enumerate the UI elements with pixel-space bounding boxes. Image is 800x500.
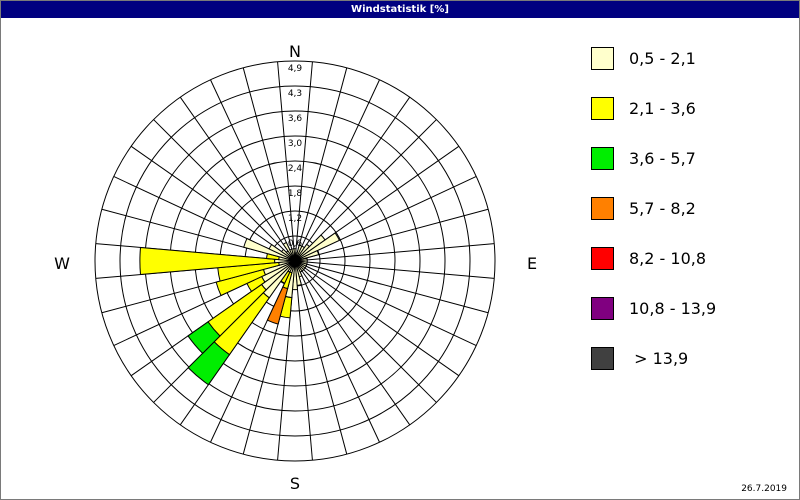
wind-sector-segment [291, 248, 296, 262]
legend-swatch [591, 147, 614, 170]
radial-tick-label: 1,2 [288, 214, 302, 224]
grid-spoke [179, 96, 296, 262]
wind-sectors [139, 232, 341, 386]
grid-spoke [277, 61, 296, 262]
legend-label: 2,1 - 3,6 [629, 99, 696, 118]
legend-swatch [591, 197, 614, 220]
wind-sector-segment [282, 241, 296, 262]
legend: 0,5 - 2,1 2,1 - 3,6 3,6 - 5,7 5,7 - 8,2 8,2 … [591, 47, 791, 397]
legend-item: 3,6 - 5,7 [591, 147, 791, 197]
grid-spoke [294, 260, 460, 377]
grid-spoke [294, 61, 313, 262]
legend-item: 2,1 - 3,6 [591, 97, 791, 147]
grid-spoke [294, 260, 380, 443]
compass-label-s: S [290, 474, 300, 493]
grid-spoke [294, 260, 411, 426]
grid-ring [119, 85, 471, 437]
grid-spoke [294, 260, 313, 461]
legend-swatch [591, 47, 614, 70]
grid-ring [94, 60, 496, 462]
legend-item: 0,5 - 2,1 [591, 47, 791, 97]
wind-sector-segment [294, 232, 341, 262]
legend-swatch [591, 297, 614, 320]
radial-tick-labels: 0,6 1,2 1,8 2,4 3,0 3,6 4,3 4,9 [288, 64, 303, 249]
compass-label-w: W [54, 254, 70, 273]
legend-label: > 13,9 [629, 349, 689, 368]
compass-label-n: N [289, 42, 301, 61]
grid-spoke [294, 243, 495, 262]
legend-label: 8,2 - 10,8 [629, 249, 707, 268]
legend-item: > 13,9 [591, 347, 791, 397]
radial-tick-label: 2,4 [288, 164, 303, 174]
compass-label-e: E [527, 254, 537, 273]
legend-label: 5,7 - 8,2 [629, 199, 696, 218]
legend-item: 10,8 - 13,9 [591, 297, 791, 347]
grid-spoke [294, 260, 477, 346]
grid-spoke [294, 96, 411, 262]
radial-tick-label: 4,3 [288, 89, 302, 99]
radial-tick-label: 1,8 [288, 189, 303, 199]
wind-sector-segment [215, 268, 267, 297]
date-label: 26.7.2019 [741, 484, 787, 494]
grid-spoke [294, 208, 489, 262]
wind-sector-segment [266, 286, 289, 325]
grid-spoke [130, 145, 296, 262]
grid-spoke [294, 260, 489, 314]
wind-sector-segment [139, 246, 276, 276]
radial-tick-label: 3,0 [288, 139, 303, 149]
grid-spoke [294, 260, 348, 455]
grid-spoke [153, 119, 296, 262]
radial-tick-label: 4,9 [288, 64, 303, 74]
compass-labels: N S E W [54, 42, 537, 493]
grid-spoke [210, 79, 296, 262]
wind-rose-chart: 0,6 1,2 1,8 2,4 3,0 3,6 4,3 4,9 N S E W [54, 42, 537, 493]
radial-tick-label: 3,6 [288, 114, 303, 124]
grid-spoke [294, 260, 437, 403]
wind-sector-segment [187, 341, 231, 386]
legend-swatch [591, 97, 614, 120]
legend-swatch [591, 347, 614, 370]
legend-item: 8,2 - 10,8 [591, 247, 791, 297]
grid-spoke [294, 79, 380, 262]
window-title: Windstatistik [%] [1, 1, 799, 18]
legend-label: 3,6 - 5,7 [629, 149, 696, 168]
radial-tick-label: 0,6 [288, 239, 303, 249]
legend-swatch [591, 247, 614, 270]
grid-spoke [294, 67, 348, 262]
legend-item: 5,7 - 8,2 [591, 197, 791, 247]
grid-spoke [294, 260, 495, 279]
grid-spoke [242, 67, 296, 262]
wind-sector-segment [187, 321, 221, 355]
legend-label: 10,8 - 13,9 [629, 299, 717, 318]
legend-label: 0,5 - 2,1 [629, 49, 696, 68]
wind-sector-segment [294, 249, 320, 262]
